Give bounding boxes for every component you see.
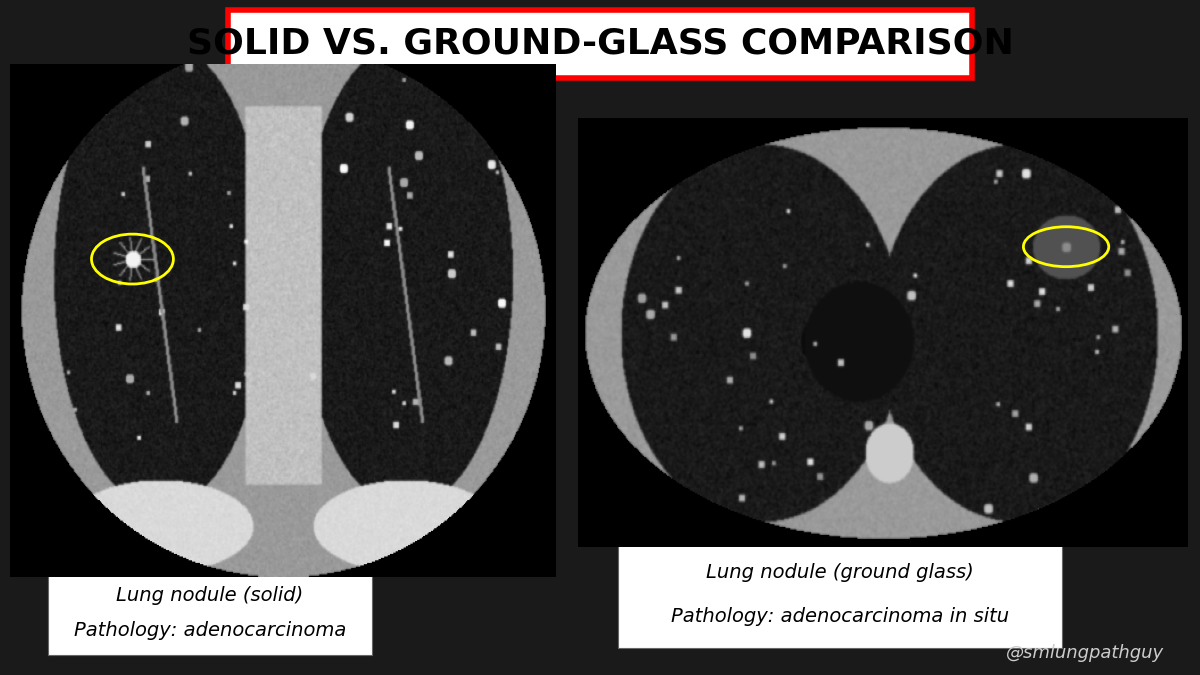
FancyBboxPatch shape <box>618 537 1062 648</box>
Text: Pathology: adenocarcinoma: Pathology: adenocarcinoma <box>74 621 346 640</box>
Text: Lung nodule (solid): Lung nodule (solid) <box>116 586 304 605</box>
Text: Pathology: adenocarcinoma in situ: Pathology: adenocarcinoma in situ <box>671 608 1009 626</box>
Text: Lung nodule (ground glass): Lung nodule (ground glass) <box>706 563 974 582</box>
Text: SOLID VS. GROUND-GLASS COMPARISON: SOLID VS. GROUND-GLASS COMPARISON <box>186 27 1014 61</box>
Text: @smlungpathguy: @smlungpathguy <box>1006 643 1164 662</box>
FancyBboxPatch shape <box>228 10 972 78</box>
FancyBboxPatch shape <box>48 567 372 655</box>
